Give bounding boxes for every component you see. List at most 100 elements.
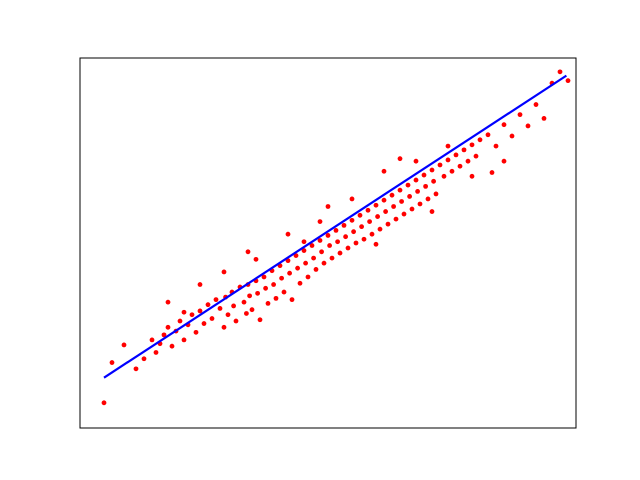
scatter-point (165, 324, 171, 330)
scatter-point (465, 158, 471, 164)
regression-line (103, 74, 568, 379)
scatter-point (313, 267, 319, 272)
scatter-point (469, 173, 475, 179)
scatter-point (405, 182, 411, 188)
scatter-point (369, 231, 375, 237)
scatter-point (301, 239, 307, 245)
scatter-point (133, 366, 139, 372)
scatter-point (413, 158, 419, 164)
scatter-point (109, 360, 115, 365)
scatter-point (485, 132, 491, 138)
scatter-point (391, 204, 396, 209)
scatter-point (381, 168, 387, 174)
scatter-point (333, 228, 339, 233)
scatter-point (149, 337, 155, 343)
scatter-point (375, 214, 380, 219)
scatter-point (245, 249, 251, 255)
scatter-point (225, 312, 231, 318)
scatter-point (189, 312, 195, 318)
scatter-point (397, 156, 403, 162)
scatter-point (197, 308, 203, 314)
scatter-point (233, 318, 239, 324)
scatter-point (221, 269, 227, 275)
scatter-point (279, 275, 284, 281)
scatter-point (141, 356, 147, 362)
scatter-point (329, 255, 335, 261)
scatter-point (441, 173, 447, 179)
scatter-point (557, 69, 563, 75)
scatter-point (255, 290, 260, 296)
scatter-point (501, 122, 507, 128)
scatter-point (423, 183, 428, 189)
scatter-point (429, 209, 435, 214)
scatter-point (349, 196, 355, 202)
scatter-point (401, 211, 407, 217)
scatter-point (265, 301, 271, 306)
scatter-point (525, 123, 531, 129)
scatter-point (453, 152, 459, 158)
scatter-point (413, 177, 419, 183)
scatter-point (417, 201, 423, 207)
scatter-point (477, 137, 483, 143)
scatter-point (101, 400, 107, 406)
scatter-point (377, 226, 383, 232)
scatter-point (321, 260, 327, 266)
scatter-point (201, 321, 207, 326)
scatter-point (489, 170, 495, 175)
scatter-point (431, 178, 436, 184)
scatter-point (247, 293, 253, 299)
scatter-point (193, 329, 199, 335)
scatter-point (473, 153, 479, 159)
scatter-point (533, 102, 539, 107)
scatter-point (221, 324, 227, 330)
scatter-point (281, 289, 287, 295)
fit-lines (103, 74, 568, 379)
scatter-point (415, 189, 420, 194)
scatter-point (517, 112, 523, 118)
scatter-point (303, 260, 308, 266)
scatter-point (437, 162, 443, 168)
scatter-point (244, 311, 249, 316)
scatter-point (297, 280, 303, 286)
scatter-point (249, 307, 255, 313)
scatter-point (153, 350, 159, 355)
scatter-point (509, 133, 515, 139)
scatter-point (349, 217, 355, 223)
axes-frame (79, 57, 577, 429)
scatter-point (381, 197, 387, 203)
scatter-point (367, 219, 372, 225)
scatter-point (469, 142, 475, 148)
scatter-point (445, 143, 451, 149)
scatter-point (361, 236, 367, 242)
scatter-point (257, 317, 263, 323)
scatter-point (359, 224, 364, 230)
scatter-point (493, 143, 499, 149)
plot-area (80, 58, 576, 428)
scatter-point (457, 163, 463, 169)
scatter-point (273, 295, 279, 301)
scatter-point (271, 282, 276, 287)
scatter-point (461, 147, 467, 153)
scatter-point (319, 249, 324, 255)
scatter-point (253, 256, 259, 262)
scatter-point (407, 194, 412, 199)
scatter-point (263, 285, 268, 291)
scatter-point (287, 270, 292, 276)
scatter-point (169, 343, 175, 349)
scatter-point (353, 240, 359, 246)
scatter-point (231, 303, 237, 309)
scatter-point (541, 116, 547, 121)
scatter-point (383, 209, 388, 214)
scatter-point (121, 342, 127, 348)
scatter-point (343, 234, 348, 240)
scatter-point (285, 231, 291, 237)
scatter-point (337, 250, 343, 256)
scatter-point (421, 172, 427, 178)
scatter-point (501, 158, 507, 164)
scatter-point (295, 265, 300, 271)
scatter-point (449, 168, 455, 174)
scatter-point (317, 238, 323, 243)
scatter-point (445, 157, 451, 163)
scatter-point (425, 196, 431, 202)
